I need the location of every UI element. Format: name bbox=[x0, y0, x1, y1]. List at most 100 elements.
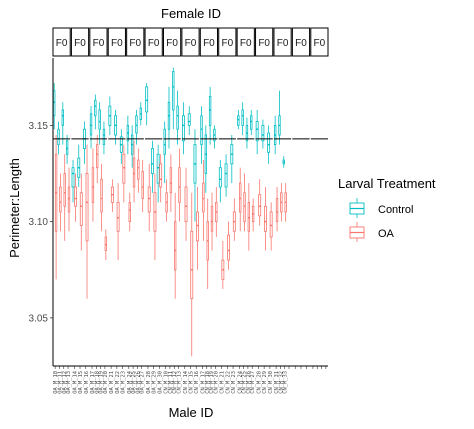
box-oa bbox=[59, 173, 62, 232]
legend: Larval Treatment Control OA bbox=[338, 176, 436, 242]
box-iqr bbox=[247, 201, 251, 232]
box-oa bbox=[165, 179, 168, 222]
box-iqr bbox=[196, 211, 199, 242]
x-tick-label: OA_M_15 bbox=[78, 371, 84, 394]
x-tick-label: OA_M_26 bbox=[135, 371, 141, 394]
box-oa bbox=[227, 221, 231, 270]
box-iqr bbox=[135, 115, 138, 134]
x-tick-label: CN_M_29 bbox=[262, 371, 268, 394]
box-control bbox=[278, 90, 281, 145]
facet-strip-label: F0 bbox=[314, 38, 326, 49]
x-tick-label: CN_M_11 bbox=[168, 371, 174, 394]
box-iqr bbox=[100, 178, 103, 213]
box-control bbox=[102, 121, 106, 155]
box-oa bbox=[178, 148, 181, 222]
facet-strip: F0 bbox=[255, 27, 274, 57]
box-oa bbox=[116, 183, 120, 261]
x-tick-label: CN_M_20 bbox=[213, 371, 219, 394]
y-tick-label: 3.15 bbox=[29, 121, 49, 132]
box-oa bbox=[184, 167, 188, 241]
box-iqr bbox=[132, 157, 136, 188]
x-tick-label: CN_M_22 bbox=[225, 371, 231, 394]
x-tick-label: CN_M_10 bbox=[164, 371, 170, 394]
box-oa bbox=[215, 186, 218, 238]
facet-panel bbox=[108, 96, 126, 261]
box-oa bbox=[110, 179, 114, 212]
facet-panel bbox=[255, 109, 273, 251]
box-control bbox=[176, 90, 179, 145]
x-tick-label: CN_M_23 bbox=[231, 371, 237, 394]
box-oa bbox=[258, 179, 262, 226]
box-oa bbox=[263, 186, 267, 251]
box-control bbox=[187, 106, 191, 135]
x-tick-label: OA_M_11 bbox=[57, 371, 63, 394]
facet-panel bbox=[126, 102, 144, 232]
box-iqr bbox=[239, 182, 242, 213]
box-iqr bbox=[145, 86, 149, 113]
box-iqr bbox=[210, 205, 214, 232]
facet-strip: F0 bbox=[291, 27, 311, 57]
box-control bbox=[108, 96, 112, 135]
box-control bbox=[267, 125, 271, 164]
box-oa bbox=[54, 135, 58, 280]
box-control bbox=[193, 129, 197, 222]
box-iqr bbox=[243, 192, 246, 223]
facet-strip: F0 bbox=[236, 27, 255, 57]
box-control bbox=[182, 102, 185, 155]
box-oa bbox=[210, 192, 214, 251]
box-iqr bbox=[128, 201, 131, 223]
box-oa bbox=[63, 154, 66, 241]
box-iqr bbox=[91, 167, 95, 203]
facet-strip-label: F0 bbox=[56, 38, 68, 49]
box-oa bbox=[153, 173, 157, 261]
box-oa bbox=[202, 160, 205, 241]
facet-strip: F0 bbox=[89, 27, 108, 57]
x-tick-label: CN_M_31 bbox=[274, 371, 280, 394]
box-iqr bbox=[63, 173, 66, 207]
chart-title: Female ID bbox=[161, 6, 221, 21]
x-tick-label: OA_M_10 bbox=[53, 371, 59, 394]
facet-panel bbox=[200, 86, 218, 289]
box-control bbox=[282, 156, 285, 168]
box-iqr bbox=[255, 121, 259, 142]
box-oa bbox=[159, 154, 163, 203]
box-iqr bbox=[187, 113, 191, 126]
facet-strip-label: F0 bbox=[111, 38, 123, 49]
box-control bbox=[273, 115, 277, 155]
box-iqr bbox=[182, 115, 185, 142]
facet-strip: F0 bbox=[273, 27, 292, 57]
box-control bbox=[230, 135, 234, 184]
box-control bbox=[65, 135, 69, 164]
box-iqr bbox=[85, 173, 89, 242]
box-iqr bbox=[98, 109, 101, 130]
facet-strip: F0 bbox=[52, 27, 71, 57]
box-iqr bbox=[224, 163, 228, 188]
x-tick-label: CN_M_33 bbox=[283, 371, 289, 394]
box-oa bbox=[190, 192, 194, 357]
facet-panel bbox=[89, 94, 108, 261]
box-iqr bbox=[104, 236, 108, 251]
facet-strips: F0 F0 F0 F0 F0 F0 F0 F0 F0 F0 F0 F0 F0 F0 F0 bbox=[52, 27, 329, 57]
box-iqr bbox=[150, 148, 154, 174]
facet-panel bbox=[237, 102, 255, 251]
box-oa bbox=[137, 148, 140, 193]
legend-label: Control bbox=[378, 204, 413, 216]
y-axis-label: Perimeter:Length bbox=[7, 158, 22, 258]
x-tick-label: CN_M_16 bbox=[194, 371, 200, 394]
x-tick-label: CN_M_17 bbox=[200, 371, 206, 394]
box-control bbox=[255, 109, 259, 155]
box-iqr bbox=[218, 167, 222, 188]
facet-strip-label: F0 bbox=[166, 38, 178, 49]
box-control bbox=[237, 109, 240, 130]
x-tick-label: OA_M_21 bbox=[109, 371, 115, 394]
box-control bbox=[94, 94, 97, 130]
facet-strip-label: F0 bbox=[185, 38, 197, 49]
box-iqr bbox=[59, 186, 62, 213]
box-oa bbox=[174, 192, 177, 299]
box-iqr bbox=[250, 115, 253, 130]
box-iqr bbox=[71, 167, 75, 188]
box-oa bbox=[96, 135, 99, 184]
box-control bbox=[130, 125, 134, 168]
x-tick-label: OA_M_23 bbox=[121, 371, 127, 394]
box-control bbox=[57, 121, 60, 155]
